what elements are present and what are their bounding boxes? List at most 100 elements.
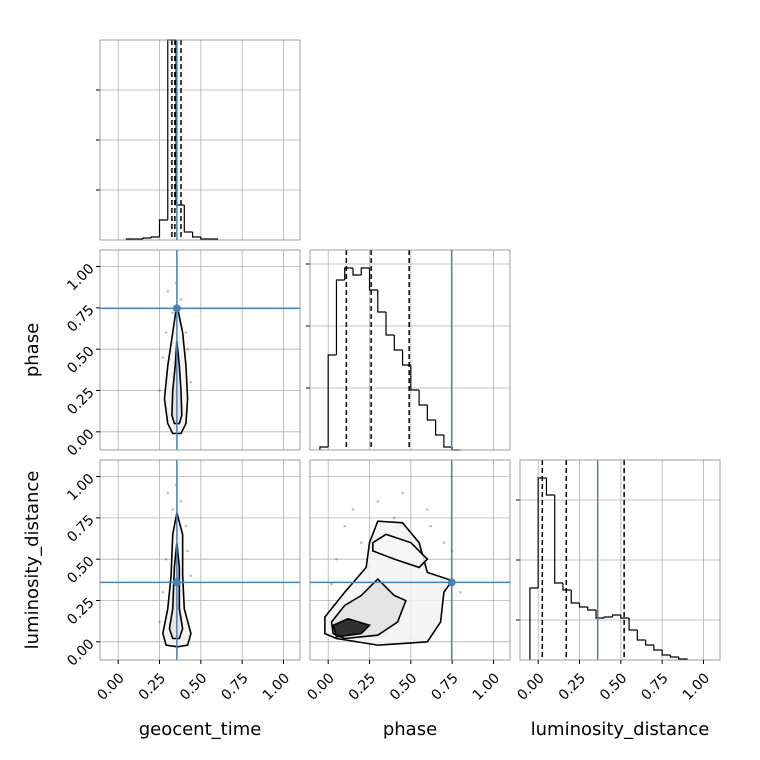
x-tick-label: 0.75 [428,670,461,703]
x-axis-label: luminosity_distance [531,719,710,740]
histogram-bin [418,390,428,406]
sample-point [171,508,175,511]
y-tick-label: 0.25 [64,385,97,418]
histogram-bin [562,583,572,591]
x-tick-label: 0.25 [346,670,379,703]
histogram-bin [620,615,630,619]
sample-point [166,491,170,495]
histogram-bin [678,657,688,660]
y-tick-label: 0.75 [64,302,97,335]
histogram-bin [570,590,580,604]
histogram-bin [628,618,638,631]
sample-point [161,356,165,359]
y-axis-label: phase [22,323,43,377]
y-tick-label: 1.00 [64,471,97,504]
sample-point [166,290,170,293]
sample-point [164,557,168,561]
sample-point [330,582,333,586]
sample-point [429,524,432,528]
sample-point [359,541,363,544]
sample-point [376,500,380,503]
y-tick-label: 0.50 [64,344,97,377]
sample-point [179,298,183,301]
sample-point [442,541,446,544]
sample-point [343,524,347,528]
x-tick-label: 0.75 [638,670,671,703]
x-axis-label: geocent_time [139,719,262,740]
histogram-bin [142,237,152,239]
histogram-bin [669,655,679,658]
sample-point [164,331,168,334]
panel-frame [309,459,511,661]
panel-frame [309,249,511,451]
histogram-bin [578,603,588,608]
sample-point [189,574,193,578]
x-axis-label: phase [383,719,437,740]
x-tick-label: 0.75 [218,670,251,703]
x-tick-label: 0.50 [387,670,420,703]
histogram-bin [443,435,453,448]
sample-point [189,380,193,384]
contour [332,617,372,638]
histogram-bin [352,268,362,276]
sample-point [351,508,355,511]
x-tick-label: 0.25 [556,670,589,703]
histogram-bin [385,312,395,336]
histogram-bin [661,650,671,656]
x-tick-label: 0.25 [136,670,169,703]
x-tick-label: 0.00 [304,670,337,703]
histogram-bin [595,610,605,619]
truth-point [172,578,181,587]
sample-point [186,549,189,553]
histogram-bin [319,446,329,450]
x-tick-label: 1.00 [680,670,713,703]
sample-point [179,500,183,503]
y-tick-label: 0.25 [64,595,97,628]
contour [372,533,429,569]
sample-point [158,389,161,392]
histogram-bin [401,350,411,366]
histogram-bin [360,267,370,275]
sample-point [459,590,462,594]
histogram-bin [426,405,436,421]
sample-point [401,491,404,495]
x-tick-label: 0.50 [177,670,210,703]
sample-point [161,590,165,594]
histogram-bin [377,290,387,313]
sample-point [184,524,188,528]
histogram-bin [537,477,547,588]
truth-point [172,304,181,313]
sample-point [426,508,429,511]
histogram-bin [645,640,654,646]
x-tick-label: 0.50 [597,670,630,703]
y-tick-label: 0.75 [64,512,97,545]
histogram-bin [150,236,160,238]
panel-frame [99,39,301,241]
contour [168,542,184,640]
histogram-bin [636,630,646,641]
x-tick-label: 0.00 [94,670,127,703]
histogram-bin [603,616,613,618]
histogram-bin [327,354,337,447]
histogram-bin [410,365,420,391]
histogram-bin [653,645,663,651]
histogram-bin [529,587,539,660]
sample-point [184,331,188,334]
x-tick-label: 1.00 [260,670,293,703]
histogram-bin [191,232,201,238]
y-tick-label: 0.00 [64,426,97,459]
panel-frame [99,459,301,661]
histogram-bin [435,420,444,436]
histogram-bin [200,237,210,240]
y-axis-label: luminosity_distance [22,471,43,650]
panel-frame [519,459,721,661]
histogram-bin [554,495,563,584]
sample-point [171,311,175,315]
panel-frame [99,249,301,451]
histogram-bin [335,279,345,355]
sample-point [335,557,338,561]
x-tick-label: 1.00 [470,670,503,703]
sample-point [392,516,396,520]
histogram-bin [344,267,353,280]
